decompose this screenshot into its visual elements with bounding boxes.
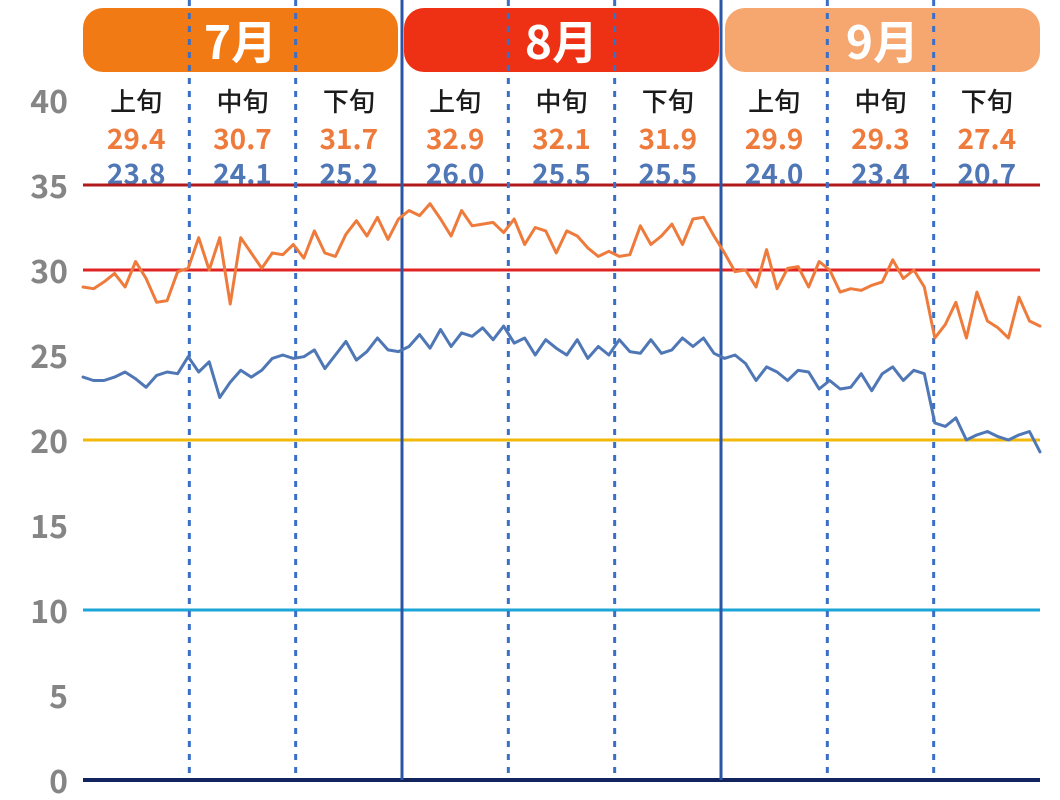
period-low-value: 23.4 [827,153,933,193]
month-tab-august: 8月 [404,8,719,72]
period-high-value: 31.9 [615,118,721,158]
ytick-label: 15 [30,502,68,548]
period-high-value: 27.4 [934,118,1040,158]
period-low-value: 25.5 [508,153,614,193]
period-high-value: 32.9 [402,118,508,158]
period-low-value: 26.0 [402,153,508,193]
period-high-value: 31.7 [296,118,402,158]
period-low-value: 24.0 [721,153,827,193]
ytick-label: 25 [30,332,68,378]
ytick-label: 30 [30,247,68,293]
period-high-value: 30.7 [189,118,295,158]
ytick-label: 20 [30,417,68,463]
month-tab-july: 7月 [83,8,398,72]
period-label: 下旬 [296,82,402,119]
month-tab-september: 9月 [725,8,1040,72]
period-low-value: 24.1 [189,153,295,193]
month-tabs: 7月 8月 9月 [83,8,1040,72]
period-label: 下旬 [934,82,1040,119]
period-label: 上旬 [83,82,189,119]
period-low-value: 25.5 [615,153,721,193]
period-label: 中旬 [189,82,295,119]
period-label: 上旬 [402,82,508,119]
period-label: 中旬 [827,82,933,119]
period-label: 下旬 [615,82,721,119]
period-labels-row: 上旬 中旬 下旬 上旬 中旬 下旬 上旬 中旬 下旬 [83,82,1040,119]
period-high-value: 32.1 [508,118,614,158]
ytick-label: 35 [30,162,68,208]
period-high-value: 29.9 [721,118,827,158]
ytick-label: 40 [30,77,68,123]
period-label: 中旬 [508,82,614,119]
ytick-label: 5 [49,672,68,718]
period-high-row: 29.4 30.7 31.7 32.9 32.1 31.9 29.9 29.3 … [83,118,1040,158]
ytick-label: 10 [30,587,68,633]
period-high-value: 29.4 [83,118,189,158]
plot-area [83,100,1040,780]
period-low-row: 23.8 24.1 25.2 26.0 25.5 25.5 24.0 23.4 … [83,153,1040,193]
period-high-value: 29.3 [827,118,933,158]
period-low-value: 20.7 [934,153,1040,193]
period-low-value: 23.8 [83,153,189,193]
period-low-value: 25.2 [296,153,402,193]
period-label: 上旬 [721,82,827,119]
y-axis-labels: 40 35 30 25 20 15 10 5 0 [0,0,78,800]
temperature-chart: 7月 8月 9月 上旬 中旬 下旬 上旬 中旬 下旬 上旬 中旬 下旬 29.4… [0,0,1060,800]
ytick-label: 0 [49,757,68,800]
